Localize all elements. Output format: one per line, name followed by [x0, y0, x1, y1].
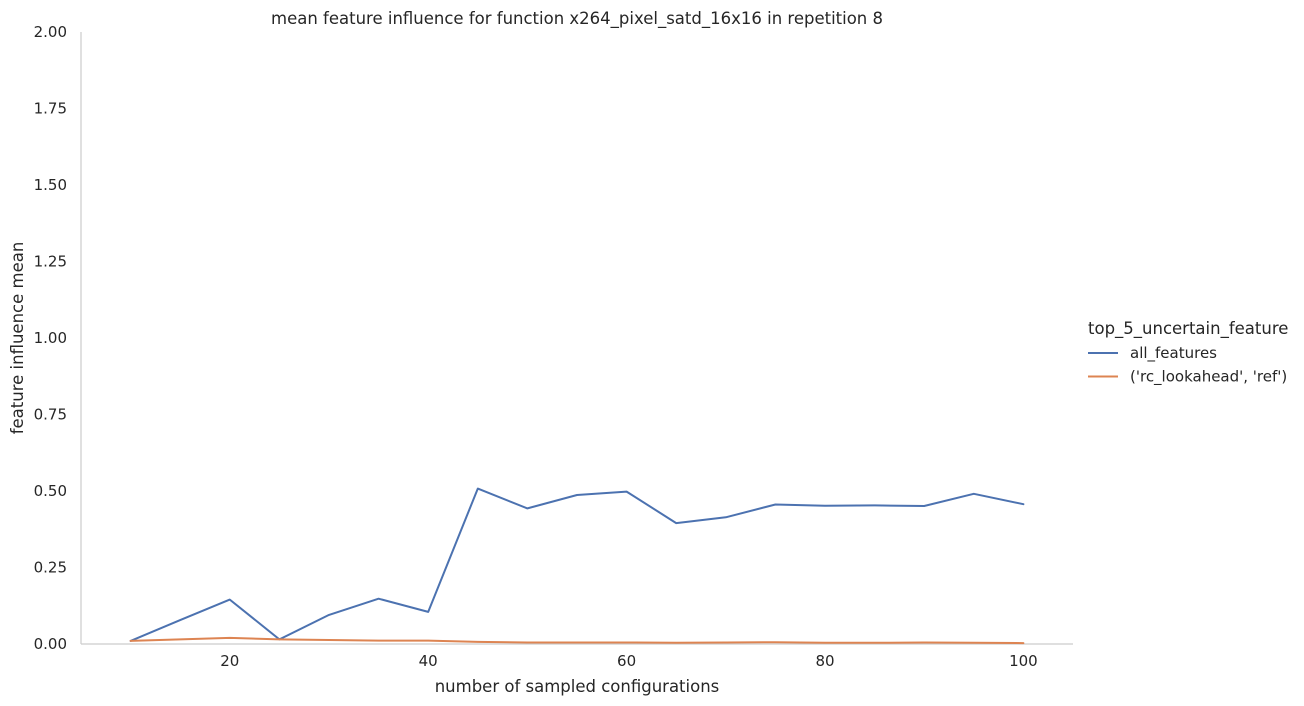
y-tick-label: 0.50 [34, 482, 67, 500]
legend-items: all_features ('rc_lookahead', 'ref') [1088, 344, 1287, 387]
legend-title: top_5_uncertain_feature [1088, 319, 1288, 339]
x-tick-label: 80 [815, 652, 834, 670]
legend-label: all_features [1130, 344, 1217, 363]
chart-title: mean feature influence for function x264… [271, 9, 883, 29]
x-tick-label: 60 [617, 652, 636, 670]
legend-label: ('rc_lookahead', 'ref') [1130, 368, 1287, 387]
series-line-1 [129, 636, 1025, 645]
y-axis-ticks: 0.00 0.25 0.50 0.75 1.00 1.25 1.50 1.75 2.00 [34, 23, 67, 653]
y-tick-label: 0.75 [34, 406, 67, 424]
x-tick-label: 100 [1009, 652, 1038, 670]
x-axis-ticks: 20 40 60 80 100 [220, 652, 1037, 670]
series-group [129, 487, 1025, 645]
x-axis-label: number of sampled configurations [435, 677, 720, 696]
x-tick-label: 40 [419, 652, 438, 670]
y-tick-label: 1.25 [34, 253, 67, 271]
y-tick-label: 2.00 [34, 23, 67, 41]
y-tick-label: 0.25 [34, 559, 67, 577]
series-line-0 [129, 487, 1025, 642]
y-tick-label: 0.00 [34, 635, 67, 653]
y-tick-label: 1.50 [34, 176, 67, 194]
y-tick-label: 1.75 [34, 100, 67, 118]
y-axis-label: feature influence mean [8, 242, 27, 435]
y-tick-label: 1.00 [34, 329, 67, 347]
legend: top_5_uncertain_feature all_features ('rc… [1088, 319, 1288, 387]
x-tick-label: 20 [220, 652, 239, 670]
